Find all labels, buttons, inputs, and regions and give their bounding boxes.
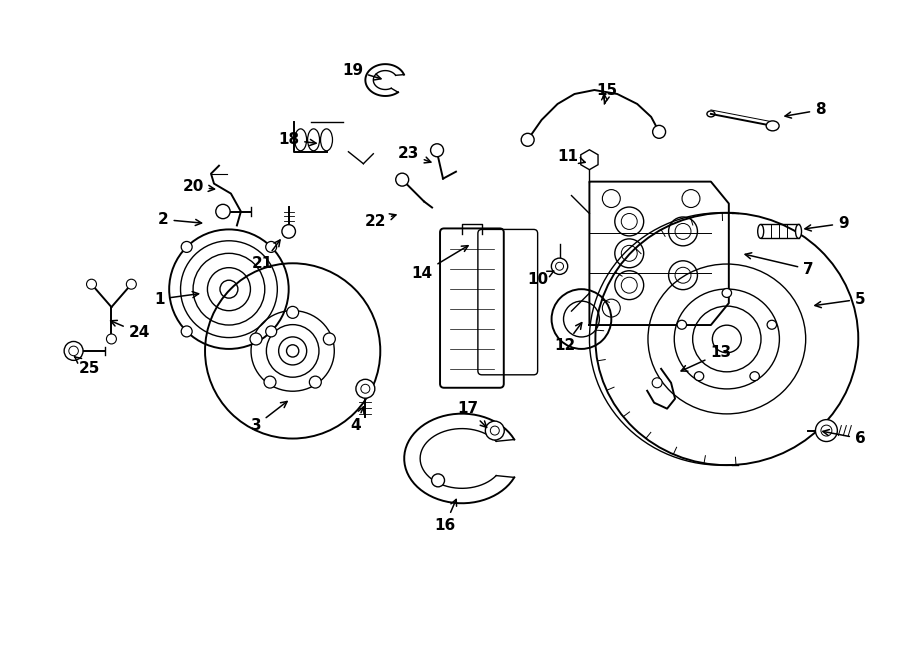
Circle shape: [521, 134, 534, 146]
Circle shape: [310, 376, 321, 388]
Circle shape: [106, 334, 116, 344]
Ellipse shape: [694, 371, 704, 381]
Text: 19: 19: [342, 63, 381, 80]
Circle shape: [181, 326, 193, 337]
Text: 18: 18: [278, 132, 316, 147]
Text: 2: 2: [158, 212, 202, 227]
Circle shape: [266, 326, 276, 337]
Circle shape: [181, 241, 193, 253]
Circle shape: [264, 376, 276, 388]
Text: 9: 9: [805, 216, 849, 231]
Circle shape: [86, 279, 96, 289]
Text: 17: 17: [457, 401, 487, 428]
Text: 14: 14: [411, 246, 468, 281]
Circle shape: [126, 279, 136, 289]
Text: 6: 6: [823, 430, 866, 446]
Ellipse shape: [766, 121, 779, 131]
Ellipse shape: [286, 345, 299, 357]
Circle shape: [552, 258, 568, 274]
Circle shape: [282, 225, 295, 238]
Circle shape: [652, 126, 666, 138]
Text: 3: 3: [250, 401, 287, 433]
Ellipse shape: [796, 225, 802, 239]
Circle shape: [396, 173, 409, 186]
Circle shape: [216, 204, 230, 219]
Circle shape: [430, 144, 444, 157]
Text: 24: 24: [111, 321, 150, 340]
Ellipse shape: [713, 325, 742, 353]
Circle shape: [485, 421, 504, 440]
Text: 12: 12: [554, 323, 581, 354]
Circle shape: [250, 333, 262, 345]
Circle shape: [64, 342, 83, 360]
Circle shape: [356, 379, 374, 398]
Text: 16: 16: [435, 500, 456, 533]
Circle shape: [652, 378, 662, 388]
Ellipse shape: [677, 321, 687, 329]
Text: 4: 4: [350, 407, 364, 433]
Text: 15: 15: [597, 83, 618, 103]
Circle shape: [287, 307, 299, 319]
Circle shape: [432, 474, 445, 487]
Ellipse shape: [767, 321, 777, 329]
Text: 21: 21: [252, 240, 280, 271]
Text: 22: 22: [364, 214, 396, 229]
Text: 1: 1: [154, 292, 199, 307]
Text: 25: 25: [75, 357, 100, 376]
Text: 8: 8: [785, 102, 825, 118]
Circle shape: [323, 333, 336, 345]
Circle shape: [266, 241, 276, 253]
Text: 10: 10: [527, 271, 554, 287]
Ellipse shape: [750, 371, 760, 381]
Circle shape: [815, 420, 837, 442]
Text: 13: 13: [681, 346, 732, 371]
Text: 7: 7: [745, 253, 814, 277]
Text: 11: 11: [557, 149, 585, 164]
Text: 23: 23: [398, 146, 431, 163]
Ellipse shape: [722, 288, 732, 297]
Text: 5: 5: [814, 292, 866, 307]
Text: 20: 20: [183, 179, 214, 194]
